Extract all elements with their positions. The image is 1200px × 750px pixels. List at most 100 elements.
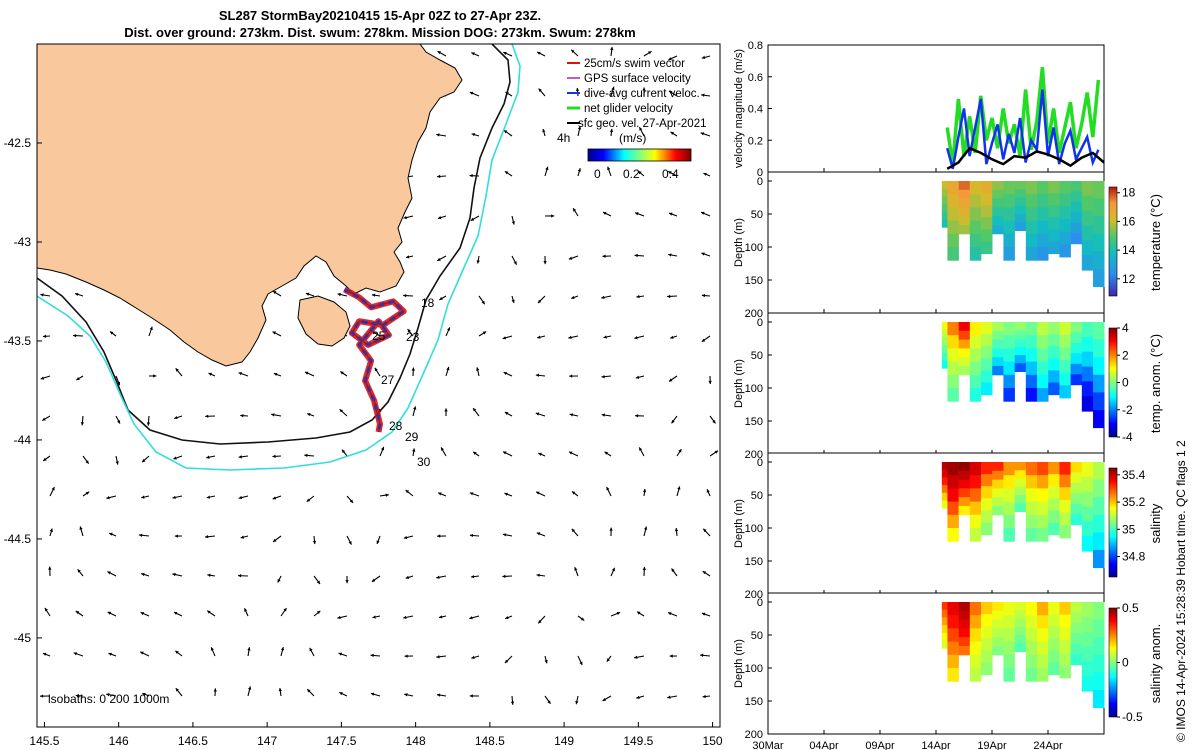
map-x-tick-label: 145.5 xyxy=(29,734,59,748)
profile-cell xyxy=(1081,240,1094,256)
profile-cell xyxy=(1070,472,1083,484)
profile-cell xyxy=(1003,641,1015,656)
profile-cell xyxy=(941,602,948,611)
velocity-vector-head xyxy=(580,617,585,621)
profile-cell xyxy=(992,470,1004,481)
velocity-vector-head xyxy=(205,414,209,418)
velocity-vector-head xyxy=(543,260,547,265)
profile-cell xyxy=(1093,514,1105,533)
profile-cell xyxy=(1059,499,1071,514)
velocity-vector-head xyxy=(575,700,579,705)
velocity-vector-head xyxy=(536,491,540,495)
velocity-vector-head xyxy=(283,608,287,612)
legend-swim: 25cm/s swim vector xyxy=(584,58,685,70)
velocity-vector-head xyxy=(700,653,704,658)
velocity-vector-head xyxy=(436,133,440,137)
profile-cell xyxy=(1059,627,1071,641)
profile-cell xyxy=(1025,247,1038,261)
profile-cell xyxy=(992,479,1004,489)
velocity-vector-head xyxy=(471,655,475,660)
profile-cell xyxy=(1014,346,1027,356)
profile-cell xyxy=(1025,194,1038,208)
map-x-axis: 145.5 146 146.5 147 147.5 148 148.5 149 149.5 150 xyxy=(29,722,723,748)
velocity-vector-head xyxy=(437,534,441,538)
profile-cell xyxy=(992,216,1004,226)
velocity-vector-head xyxy=(76,377,80,381)
profile-cell xyxy=(1014,635,1027,644)
profile-cell xyxy=(1059,193,1071,207)
profile-cell xyxy=(1081,616,1094,633)
velocity-vector-head xyxy=(405,490,410,494)
velocity-vector-head xyxy=(117,420,121,424)
profile-cell xyxy=(1070,622,1083,634)
velocity-vector-head xyxy=(579,661,583,666)
velocity-vector-head xyxy=(538,619,542,624)
velocity-vector-head xyxy=(277,578,281,583)
profile-cell xyxy=(941,469,948,478)
velocity-vector-head xyxy=(403,215,407,220)
profile-cell xyxy=(1081,631,1094,648)
map-x-tick-label: 146.5 xyxy=(178,734,208,748)
profile-cell xyxy=(969,233,982,248)
velocity-vector-head xyxy=(73,652,78,656)
profile-cell xyxy=(1059,652,1071,666)
profile-cell xyxy=(969,514,982,529)
velocity-vector-head xyxy=(643,526,648,530)
profile-cell xyxy=(1081,351,1094,368)
profile-cell xyxy=(1059,665,1071,679)
profile-cell xyxy=(1070,374,1083,386)
profile-cell xyxy=(941,196,948,205)
velocity-vector-head xyxy=(670,131,675,135)
profile-cell xyxy=(1070,201,1083,213)
profile-cell xyxy=(958,462,971,472)
profile-cell xyxy=(981,474,993,487)
map-x-tick-label: 150 xyxy=(703,734,723,748)
profile-cell xyxy=(1093,251,1105,270)
profile-cell xyxy=(992,462,1004,472)
velocity-vector-head xyxy=(115,461,119,465)
velocity-vector-head xyxy=(339,692,343,696)
velocity-vector-head xyxy=(668,90,673,95)
profile-cell xyxy=(981,322,993,335)
velocity-vector-head xyxy=(542,129,546,133)
profile-cell xyxy=(947,615,959,629)
profile-cell xyxy=(1048,602,1060,615)
profile-cell xyxy=(981,241,993,255)
profile-cell xyxy=(1048,474,1060,487)
velocity-vector-head xyxy=(140,612,145,616)
profile-cell xyxy=(1003,462,1015,476)
profile-cell xyxy=(1025,322,1038,336)
profile-cell xyxy=(969,501,982,516)
profile-cell xyxy=(1048,614,1060,627)
velocity-vector-head xyxy=(571,49,575,54)
profile-cell xyxy=(1048,650,1060,663)
profile-cell xyxy=(1014,197,1027,207)
velocity-vector-head xyxy=(635,414,639,418)
velocity-vector-head xyxy=(502,336,507,340)
velocity-vector-head xyxy=(611,86,615,91)
velocity-vector-head xyxy=(349,499,354,503)
profile-cell xyxy=(958,189,971,200)
profile-cell xyxy=(1093,410,1105,429)
profile-cell xyxy=(1025,501,1038,516)
velocity-vector-head xyxy=(502,574,506,579)
profile-cell xyxy=(969,602,982,616)
profile-cell xyxy=(992,619,1004,629)
profile-cell xyxy=(1070,633,1083,645)
velocity-vector-head xyxy=(247,647,251,651)
profile-cell xyxy=(1037,514,1049,529)
profile-cell xyxy=(1037,488,1049,503)
velocity-vector-head xyxy=(142,458,146,463)
profile-cell xyxy=(1093,550,1105,569)
velocity-vector-head xyxy=(469,492,474,496)
velocity-vector-head xyxy=(51,487,55,491)
profile-cell xyxy=(1037,335,1049,349)
velocity-vector-head xyxy=(48,566,52,570)
profile-cell xyxy=(1003,615,1015,629)
profile-cell xyxy=(981,334,993,347)
profile-cell xyxy=(992,207,1004,217)
profile-cell xyxy=(981,510,993,523)
profile-cell xyxy=(958,610,971,621)
velocity-vector-head xyxy=(271,413,275,417)
